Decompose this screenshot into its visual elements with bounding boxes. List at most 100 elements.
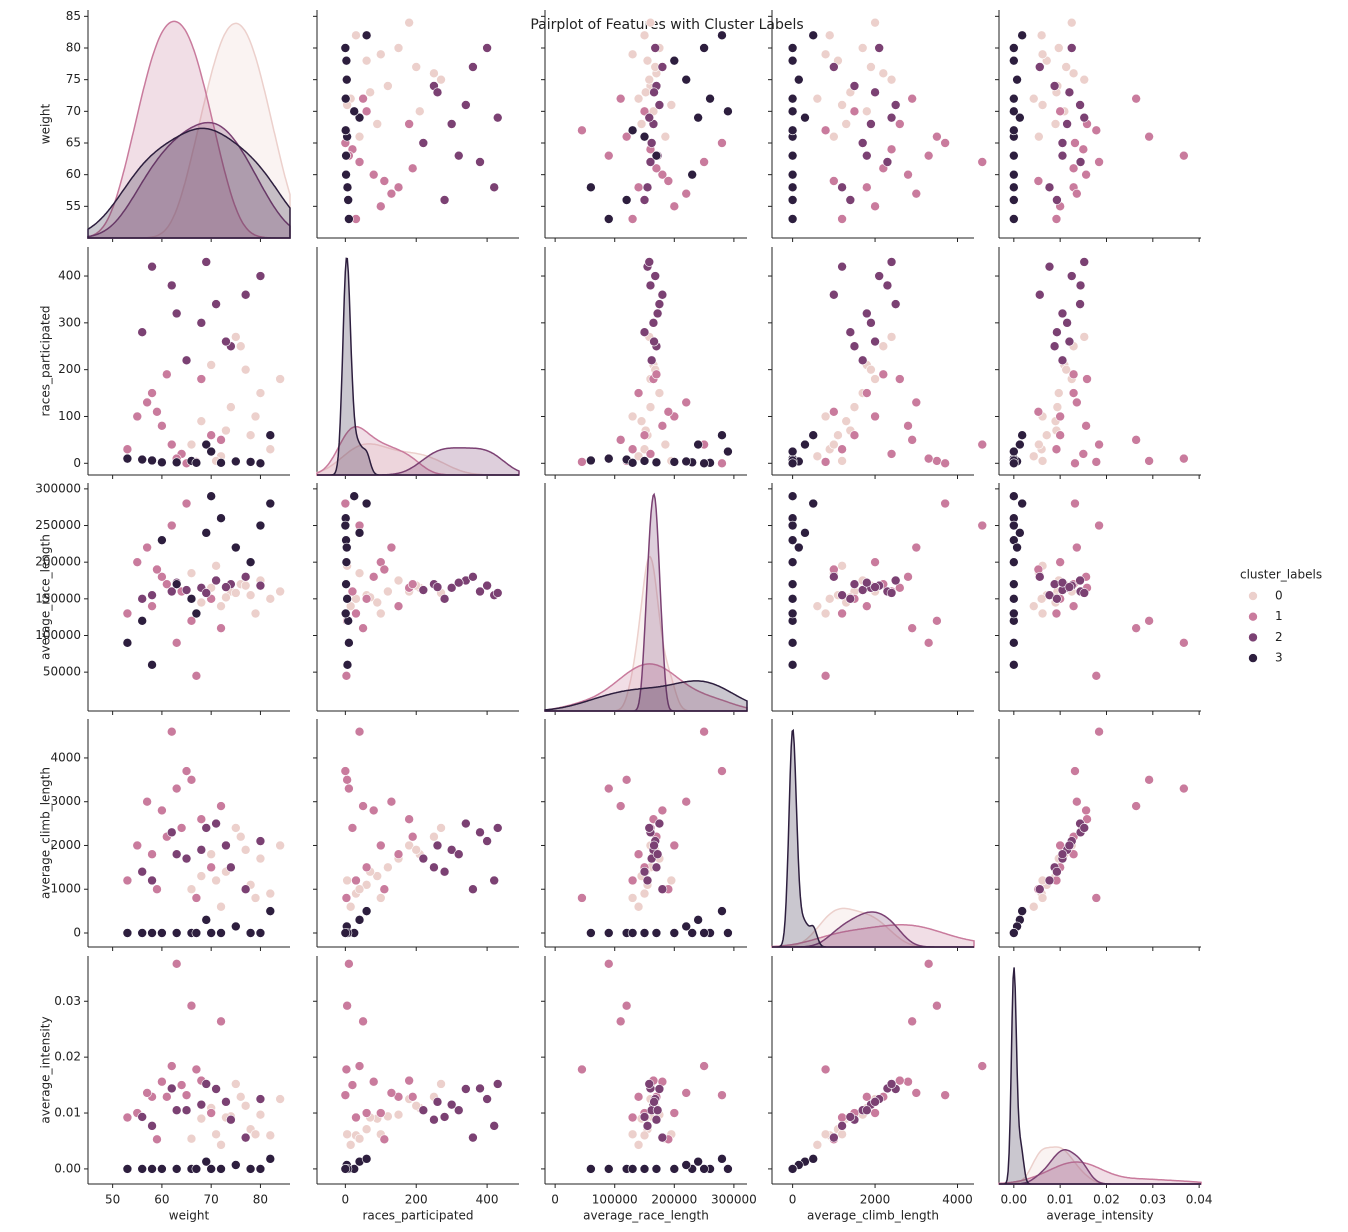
scatter-point	[206, 446, 216, 457]
scatter-point	[340, 928, 351, 938]
scatter-point	[191, 1064, 202, 1075]
scatter-point	[1068, 369, 1079, 380]
scatter-point	[977, 157, 988, 167]
scatter-point	[157, 1076, 167, 1087]
scatter-point	[221, 592, 231, 603]
scatter-point	[650, 43, 661, 53]
scatter-point	[250, 1129, 261, 1140]
scatter-point	[216, 513, 226, 523]
scatter-point	[354, 1061, 365, 1071]
scatter-point	[1009, 491, 1019, 501]
scatter-point	[1034, 131, 1044, 142]
scatter-point	[181, 766, 192, 776]
scatter-point	[429, 1114, 439, 1125]
scatter-point	[1015, 439, 1025, 450]
scatter-point	[393, 601, 404, 611]
scatter-point	[245, 557, 256, 567]
scatter-point	[1066, 17, 1077, 28]
scatter-point	[383, 862, 393, 873]
scatter-point	[849, 341, 860, 352]
scatter-point	[407, 1092, 418, 1102]
scatter-point	[1036, 594, 1047, 604]
scatter-point	[932, 456, 942, 466]
y-tick-label: 200000	[35, 555, 81, 569]
scatter-point	[654, 1084, 665, 1094]
scatter-point	[1051, 444, 1062, 455]
scatter-point	[354, 884, 365, 895]
scatter-point	[874, 43, 884, 53]
legend-label: 3	[1275, 651, 1283, 665]
scatter-point	[633, 1092, 644, 1102]
scatter-point	[633, 849, 644, 860]
scatter-point	[351, 30, 361, 41]
scatter-point	[211, 818, 221, 829]
scatter-point	[137, 1164, 147, 1174]
scatter-point	[468, 62, 478, 72]
scatter-point	[181, 585, 192, 595]
scatter-point	[829, 131, 839, 142]
scatter-point	[627, 1112, 638, 1123]
scatter-point	[166, 586, 177, 597]
scatter-point	[475, 157, 485, 167]
scatter-point	[407, 579, 418, 589]
scatter-point	[341, 169, 351, 180]
scatter-point	[886, 449, 897, 459]
scatter-point	[216, 901, 226, 912]
scatter-point	[265, 888, 276, 899]
scatter-point	[977, 520, 988, 531]
scatter-point	[651, 1164, 662, 1174]
scatter-point	[681, 1160, 692, 1170]
scatter-point	[361, 862, 372, 873]
scatter-point	[1091, 893, 1102, 903]
scatter-point	[404, 17, 414, 28]
scatter-point	[1057, 577, 1068, 588]
scatter-point	[1036, 30, 1047, 41]
scatter-point	[255, 853, 266, 864]
scatter-point	[669, 457, 680, 467]
scatter-point	[354, 112, 365, 123]
scatter-point	[651, 862, 662, 873]
scatter-point	[911, 1088, 922, 1098]
scatter-point	[654, 818, 665, 829]
scatter-point	[344, 959, 354, 969]
scatter-point	[681, 188, 692, 199]
scatter-point	[1009, 169, 1019, 180]
scatter-point	[862, 388, 872, 398]
kde-curve	[999, 967, 1201, 1185]
scatter-point	[221, 425, 231, 436]
scatter-point	[621, 195, 632, 205]
scatter-point	[837, 1112, 847, 1123]
scatter-point	[216, 928, 226, 938]
scatter-point	[687, 169, 697, 180]
scatter-point	[211, 575, 221, 586]
scatter-point	[1012, 542, 1022, 553]
scatter-point	[201, 915, 212, 925]
scatter-point	[1057, 355, 1068, 366]
scatter-point	[1009, 594, 1019, 604]
scatter-point	[206, 1164, 216, 1174]
scatter-point	[492, 112, 503, 123]
scatter-point	[275, 840, 285, 851]
x-tick-label: 2000	[860, 1193, 891, 1207]
scatter-point	[1055, 106, 1065, 117]
scatter-point	[699, 1061, 709, 1071]
scatter-point	[645, 280, 656, 291]
x-tick-label: 70	[204, 1193, 219, 1207]
scatter-point	[857, 585, 868, 595]
y-axis-label: average_climb_length	[39, 767, 53, 899]
scatter-point	[407, 831, 418, 842]
scatter-point	[932, 131, 942, 142]
scatter-point	[142, 542, 152, 553]
scatter-point	[890, 575, 901, 586]
scatter-point	[152, 564, 162, 575]
scatter-point	[1094, 726, 1104, 737]
scatter-point	[411, 62, 422, 72]
scatter-point	[615, 801, 626, 811]
scatter-point	[1070, 458, 1080, 469]
scatter-point	[657, 805, 668, 816]
scatter-point	[157, 1164, 167, 1174]
scatter-point	[1079, 823, 1090, 833]
scatter-point	[645, 17, 656, 28]
scatter-point	[932, 616, 942, 626]
scatter-point	[1075, 157, 1086, 167]
